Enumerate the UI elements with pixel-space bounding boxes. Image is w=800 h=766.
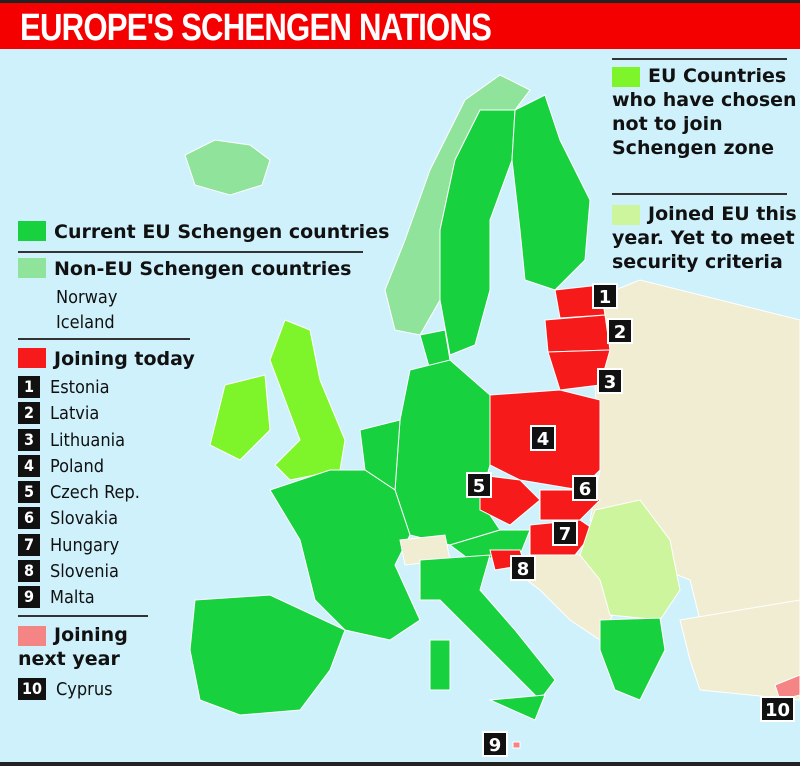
country-germany xyxy=(394,359,501,546)
list-item: 2 Latvia xyxy=(18,402,140,428)
divider xyxy=(18,615,148,617)
joining-today-list: 1 Estonia 2 Latvia 3 Lithuania 4 Poland 5 Cze… xyxy=(18,376,140,613)
country-name: Estonia xyxy=(50,377,110,398)
country-cyprus xyxy=(774,674,800,701)
country-malta xyxy=(512,741,521,749)
legend-current: Current EU Schengen countries xyxy=(18,220,389,244)
legend-joined-eu: Joined EU this year. Yet to meet securit… xyxy=(612,202,800,274)
swatch-joining-today xyxy=(18,348,46,368)
country-name: Cyprus xyxy=(56,679,113,700)
country-name: Czech Rep. xyxy=(50,482,140,504)
swatch-joined-eu xyxy=(612,205,640,225)
bottom-border xyxy=(0,762,800,766)
badge-lithuania: 3 xyxy=(597,368,623,394)
country-iceland xyxy=(184,139,271,196)
number-badge: 5 xyxy=(18,481,40,504)
country-name: Poland xyxy=(50,455,104,477)
country-ireland xyxy=(209,374,271,461)
country-sardinia xyxy=(429,639,451,691)
country-name: Lithuania xyxy=(50,429,126,451)
list-item: 3 Lithuania xyxy=(18,428,140,455)
country-sicily xyxy=(488,694,546,721)
legend-label: Joining today xyxy=(54,348,195,370)
badge-cyprus: 10 xyxy=(760,696,796,722)
number-badge: 9 xyxy=(18,586,40,609)
list-item: 9 Malta xyxy=(18,586,140,612)
title-bar: EUROPE'S SCHENGEN NATIONS xyxy=(0,3,800,49)
country-name: Malta xyxy=(50,587,95,609)
number-badge: 3 xyxy=(18,428,40,451)
country-finland xyxy=(511,94,591,291)
country-spain-portugal xyxy=(189,594,346,716)
number-badge: 7 xyxy=(18,533,40,556)
legend-label: EU Countries who have chosen not to join… xyxy=(612,65,797,159)
swatch-joining-next xyxy=(18,626,46,646)
badge-slovenia: 8 xyxy=(510,555,536,581)
list-item: Norway xyxy=(56,287,118,308)
legend-joining-today: Joining today xyxy=(18,347,195,371)
country-name: Latvia xyxy=(50,403,100,425)
country-czech xyxy=(479,474,541,526)
swatch-non-eu xyxy=(18,258,46,278)
divider xyxy=(18,251,363,253)
country-greece xyxy=(599,617,666,701)
divider xyxy=(612,58,787,60)
swatch-opt-out xyxy=(612,67,640,87)
legend-label: Joining next year xyxy=(18,624,128,670)
country-name: Hungary xyxy=(50,534,120,556)
number-badge: 10 xyxy=(18,678,46,700)
europe-map xyxy=(184,74,800,749)
badge-poland: 4 xyxy=(530,425,556,451)
divider xyxy=(18,338,190,340)
legend-opt-out: EU Countries who have chosen not to join… xyxy=(612,64,797,160)
country-latvia xyxy=(544,314,611,353)
badge-latvia: 2 xyxy=(607,318,633,344)
number-badge: 1 xyxy=(18,376,40,398)
list-item: 6 Slovakia xyxy=(18,507,140,533)
number-badge: 4 xyxy=(18,454,40,477)
legend-joining-next: Joining next year xyxy=(18,623,168,671)
list-item: 5 Czech Rep. xyxy=(18,481,140,507)
number-badge: 8 xyxy=(18,560,40,583)
top-border xyxy=(0,0,800,3)
list-item: 8 Slovenia xyxy=(18,560,140,586)
legend-non-eu: Non-EU Schengen countries xyxy=(18,257,351,281)
region-turkey xyxy=(679,599,800,701)
country-uk xyxy=(269,319,346,481)
swatch-current xyxy=(18,221,46,241)
country-france xyxy=(269,469,421,641)
list-item: 10 Cyprus xyxy=(18,678,113,700)
badge-malta: 9 xyxy=(482,731,508,757)
badge-hungary: 7 xyxy=(552,520,578,546)
list-item: 4 Poland xyxy=(18,454,140,481)
divider xyxy=(612,193,787,195)
legend-label: Non-EU Schengen countries xyxy=(54,258,352,280)
list-item: Iceland xyxy=(56,312,115,333)
list-item: 1 Estonia xyxy=(18,376,140,402)
country-name: Slovakia xyxy=(50,508,118,530)
list-item: 7 Hungary xyxy=(18,533,140,560)
badge-slovakia: 6 xyxy=(572,475,598,501)
number-badge: 2 xyxy=(18,402,40,425)
badge-estonia: 1 xyxy=(592,283,618,309)
page-title: EUROPE'S SCHENGEN NATIONS xyxy=(20,7,492,49)
country-name: Slovenia xyxy=(50,561,119,583)
number-badge: 6 xyxy=(18,507,40,530)
badge-czech: 5 xyxy=(466,472,492,498)
legend-label: Current EU Schengen countries xyxy=(54,221,390,243)
legend-label: Joined EU this year. Yet to meet securit… xyxy=(612,203,797,273)
